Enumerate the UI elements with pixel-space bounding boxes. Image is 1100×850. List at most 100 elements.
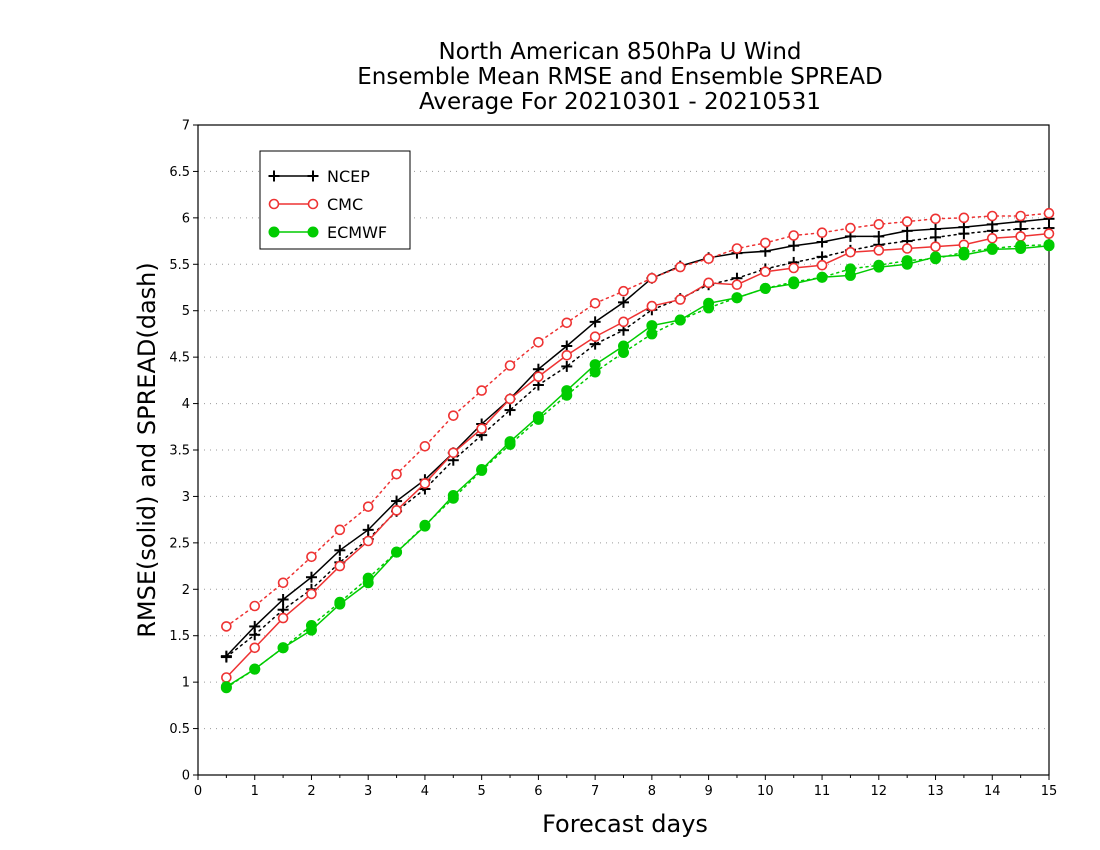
ncep-rmse-point bbox=[816, 236, 828, 248]
x-tick-label: 14 bbox=[984, 784, 1001, 799]
y-tick-label: 2.5 bbox=[169, 536, 190, 551]
cmc-spread-point bbox=[306, 551, 317, 563]
ecmwf-rmse-point bbox=[759, 282, 771, 294]
ncep-rmse-line bbox=[225, 218, 1050, 657]
legend-marker-ncep bbox=[268, 170, 280, 182]
cmc-rmse-point bbox=[845, 246, 856, 258]
title-line-1: North American 850hPa U Wind bbox=[438, 39, 801, 65]
cmc-spread-point bbox=[391, 468, 402, 480]
x-tick-label: 8 bbox=[648, 784, 656, 799]
x-tick-label: 4 bbox=[421, 784, 429, 799]
axes: 0 1 2 3 4 5 6 7 8 9 10 11 12 13 14 1500.511.522.533.544… bbox=[169, 119, 1057, 800]
title-line-2: Ensemble Mean RMSE and Ensemble SPREAD bbox=[357, 64, 882, 90]
series-ncep bbox=[220, 213, 1055, 663]
x-tick-label: 13 bbox=[927, 784, 944, 799]
y-tick-label: 1.5 bbox=[169, 629, 190, 644]
ecmwf-rmse-point bbox=[618, 340, 629, 352]
cmc-rmse-point bbox=[816, 259, 828, 271]
cmc-rmse-point bbox=[476, 423, 487, 434]
cmc-spread-point bbox=[249, 600, 261, 612]
y-tick-label: 5 bbox=[182, 304, 190, 319]
legend-marker-ecmwf bbox=[268, 226, 280, 238]
x-tick-label: 11 bbox=[814, 784, 831, 799]
ecmwf-rmse-point bbox=[1015, 243, 1027, 254]
y-tick-label: 4.5 bbox=[169, 351, 190, 366]
ecmwf-rmse-point bbox=[220, 681, 232, 693]
cmc-rmse-point bbox=[674, 294, 686, 305]
cmc-spread-point bbox=[958, 212, 970, 224]
y-tick-label: 7 bbox=[182, 119, 190, 134]
cmc-spread-line bbox=[225, 212, 1050, 628]
cmc-spread-point bbox=[816, 227, 828, 239]
ecmwf-rmse-point bbox=[277, 642, 289, 654]
cmc-rmse-point bbox=[249, 642, 261, 654]
cmc-spread-point bbox=[731, 243, 743, 254]
y-tick-label: 0 bbox=[182, 769, 190, 784]
legend-marker-cmc bbox=[307, 198, 319, 210]
cmc-spread-point bbox=[362, 501, 374, 512]
cmc-rmse-point bbox=[873, 245, 885, 256]
cmc-spread-point bbox=[845, 222, 856, 234]
x-tick-label: 15 bbox=[1041, 784, 1058, 799]
ecmwf-rmse-point bbox=[816, 271, 828, 283]
ncep-rmse-point bbox=[305, 571, 317, 583]
x-tick-label: 5 bbox=[478, 784, 486, 799]
legend-item-ecmwf: ECMWF bbox=[268, 223, 387, 242]
ncep-spread-point bbox=[561, 360, 573, 372]
cmc-rmse-point bbox=[1015, 231, 1026, 242]
series-layer bbox=[220, 207, 1055, 694]
cmc-rmse-point bbox=[703, 277, 714, 289]
x-tick-label: 7 bbox=[591, 784, 599, 799]
ecmwf-rmse-line bbox=[225, 244, 1050, 688]
ecmwf-rmse-point bbox=[305, 624, 317, 636]
legend-label-ncep: NCEP bbox=[327, 167, 370, 186]
x-tick-label: 9 bbox=[704, 784, 712, 799]
series-cmc bbox=[221, 207, 1055, 683]
ncep-rmse-point bbox=[788, 240, 800, 252]
ecmwf-rmse-point bbox=[504, 436, 516, 448]
y-tick-label: 4 bbox=[182, 397, 190, 412]
cmc-spread-point bbox=[589, 297, 601, 309]
ecmwf-rmse-point bbox=[532, 411, 544, 423]
cmc-spread-point bbox=[674, 261, 686, 273]
x-tick-label: 0 bbox=[194, 784, 202, 799]
cmc-rmse-point bbox=[589, 331, 601, 343]
cmc-spread-point bbox=[760, 237, 771, 249]
cmc-spread-point bbox=[873, 219, 885, 230]
cmc-rmse-point bbox=[731, 279, 743, 291]
cmc-rmse-point bbox=[646, 300, 658, 312]
legend-item-cmc: CMC bbox=[268, 195, 363, 214]
x-tick-label: 10 bbox=[757, 784, 774, 799]
y-tick-label: 5.5 bbox=[169, 258, 190, 273]
cmc-rmse-point bbox=[419, 478, 431, 489]
cmc-spread-point bbox=[277, 577, 289, 589]
cmc-rmse-point bbox=[760, 266, 771, 278]
cmc-rmse-point bbox=[362, 535, 374, 547]
ecmwf-rmse-point bbox=[844, 269, 856, 281]
cmc-spread-point bbox=[419, 440, 431, 452]
y-tick-label: 6.5 bbox=[169, 165, 190, 180]
x-tick-label: 12 bbox=[871, 784, 888, 799]
ncep-rmse-point bbox=[220, 650, 232, 662]
cmc-rmse-point bbox=[391, 505, 402, 516]
ecmwf-spread-line bbox=[225, 244, 1050, 689]
cmc-spread-point bbox=[447, 410, 459, 421]
cmc-spread-point bbox=[930, 213, 941, 225]
ncep-rmse-point bbox=[589, 316, 601, 328]
ecmwf-rmse-point bbox=[646, 320, 658, 332]
legend-item-ncep: NCEP bbox=[268, 167, 370, 186]
chart-title: North American 850hPa U Wind Ensemble Me… bbox=[357, 39, 882, 115]
ecmwf-rmse-point bbox=[249, 663, 261, 675]
title-line-3: Average For 20210301 - 20210531 bbox=[419, 89, 821, 115]
cmc-spread-point bbox=[221, 621, 232, 632]
y-tick-label: 3.5 bbox=[169, 444, 190, 459]
ncep-rmse-point bbox=[334, 544, 346, 556]
cmc-spread-point bbox=[646, 272, 658, 284]
ncep-rmse-point bbox=[249, 620, 261, 632]
cmc-rmse-point bbox=[561, 349, 573, 361]
cmc-spread-point bbox=[561, 317, 573, 329]
ecmwf-rmse-point bbox=[589, 359, 601, 371]
cmc-rmse-point bbox=[221, 672, 232, 683]
cmc-rmse-point bbox=[930, 241, 941, 252]
